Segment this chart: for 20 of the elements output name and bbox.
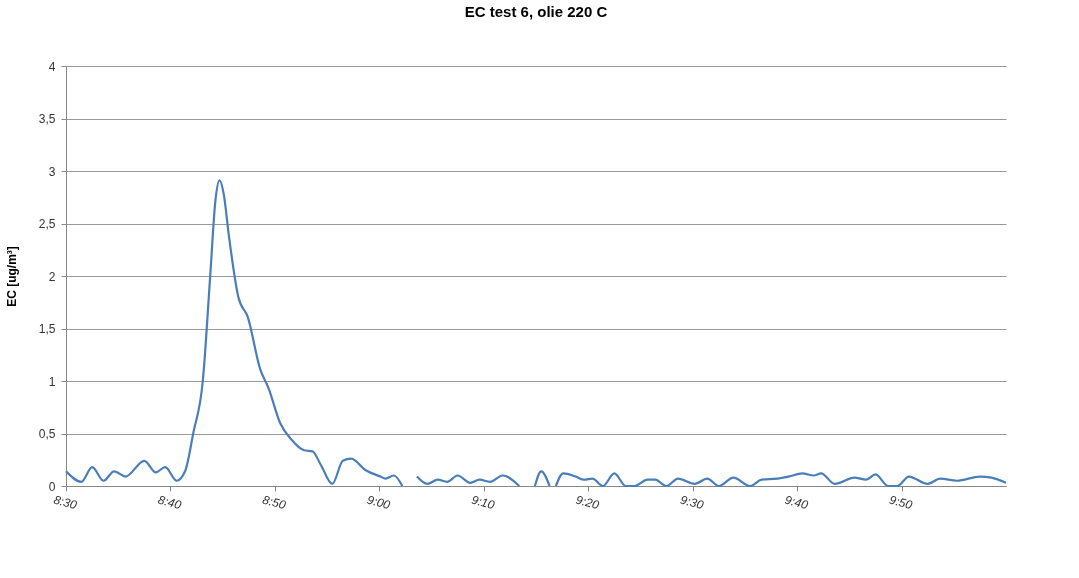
- y-tick-label: 4: [48, 59, 56, 74]
- x-tick-label: 8:50: [260, 492, 288, 513]
- y-axis-title: EC [ug/m³]: [4, 246, 19, 307]
- x-tick-label: 9:50: [887, 492, 915, 513]
- x-tick-label: 9:30: [678, 492, 706, 513]
- y-tick-label: 3: [48, 164, 56, 179]
- y-tick-label: 0: [48, 479, 56, 494]
- x-tick-label: 9:40: [783, 492, 810, 513]
- y-tick-label: 1,5: [38, 322, 56, 336]
- y-tick-label: 0,5: [38, 427, 56, 441]
- chart-title: EC test 6, olie 220 C: [464, 3, 608, 20]
- x-tick-label: 8:30: [52, 492, 79, 513]
- x-tick-label: 8:40: [156, 492, 184, 513]
- x-tick-label: 9:00: [365, 492, 392, 513]
- y-tick-label: 3,5: [38, 112, 56, 126]
- x-tick-label: 9:10: [469, 492, 497, 513]
- y-tick-label: 2: [48, 269, 56, 284]
- y-tick-label: 2,5: [38, 217, 56, 231]
- y-tick-label: 1: [48, 374, 56, 389]
- x-tick-label: 9:20: [574, 492, 601, 513]
